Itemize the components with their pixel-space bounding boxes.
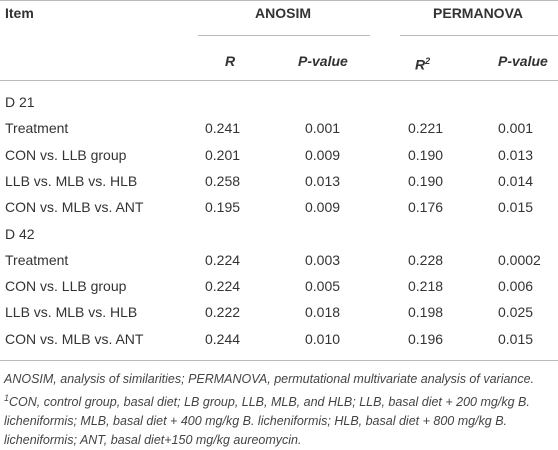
cell: 0.195: [205, 199, 241, 216]
cell: 0.013: [305, 172, 341, 189]
sub-header-text: R: [415, 56, 426, 73]
cell: 0.006: [498, 278, 534, 295]
cell: 0.201: [205, 146, 241, 163]
cell: 0.015: [498, 199, 534, 216]
row-label: LLB vs. MLB vs. HLB: [5, 172, 138, 189]
cell: 0.013: [498, 146, 534, 163]
row-label: LLB vs. MLB vs. HLB: [5, 304, 138, 321]
cell: 0.005: [305, 278, 341, 295]
row-label: CON vs. LLB group: [5, 278, 127, 295]
sub-header: R: [225, 52, 235, 70]
cell: 0.190: [408, 172, 444, 189]
cell: 0.018: [305, 304, 341, 321]
row-label: CON vs. LLB group: [5, 146, 127, 163]
cell: 0.176: [408, 199, 444, 216]
row-label: CON vs. MLB vs. ANT: [5, 199, 144, 216]
cell: 0.001: [498, 120, 534, 137]
sub-header: P-value: [298, 52, 348, 70]
rule: [198, 35, 370, 36]
sub-header: P-value: [498, 52, 548, 70]
rule: [0, 360, 558, 361]
cell: 0.009: [305, 146, 341, 163]
header-cell: Item: [5, 5, 34, 21]
sub-header: R2: [415, 52, 430, 74]
cell: 0.196: [408, 330, 444, 347]
sub-header-sup: 2: [425, 56, 431, 66]
footnote-text: ANOSIM, analysis of similarities; PERMAN…: [4, 372, 535, 386]
cell: 0.003: [305, 251, 341, 268]
cell: 0.009: [305, 199, 341, 216]
cell: 0.001: [305, 120, 341, 137]
cell: 0.241: [205, 120, 241, 137]
rule: [0, 0, 558, 1]
cell: 0.244: [205, 330, 241, 347]
cell: 0.190: [408, 146, 444, 163]
cell: 0.015: [498, 330, 534, 347]
cell: 0.228: [408, 251, 444, 268]
rule: [0, 80, 558, 81]
cell: 0.222: [205, 304, 241, 321]
sub-header-text: R: [225, 53, 236, 69]
row-label: Treatment: [5, 251, 69, 268]
footnote-text: CON, control group, basal diet; LB group…: [4, 395, 530, 448]
footnote-sup: 1: [4, 393, 10, 403]
rule: [400, 35, 558, 36]
cell: 0.258: [205, 172, 241, 189]
cell: 0.0002: [498, 251, 541, 268]
group-header: ANOSIM: [255, 5, 311, 21]
row-label: CON vs. MLB vs. ANT: [5, 330, 144, 347]
cell: 0.221: [408, 120, 444, 137]
group-header: PERMANOVA: [433, 5, 523, 21]
footnote: ANOSIM, analysis of similarities; PERMAN…: [4, 370, 552, 450]
cell: 0.198: [408, 304, 444, 321]
row-label: D 21: [5, 94, 35, 110]
cell: 0.010: [305, 330, 341, 347]
cell: 0.218: [408, 278, 444, 295]
sub-header-text: P-value: [298, 53, 348, 69]
cell: 0.224: [205, 278, 241, 295]
row-label: D 42: [5, 225, 35, 242]
cell: 0.025: [498, 304, 534, 321]
cell: 0.014: [498, 172, 534, 189]
cell: 0.224: [205, 251, 241, 268]
row-label: Treatment: [5, 120, 69, 137]
sub-header-text: P-value: [498, 53, 548, 69]
